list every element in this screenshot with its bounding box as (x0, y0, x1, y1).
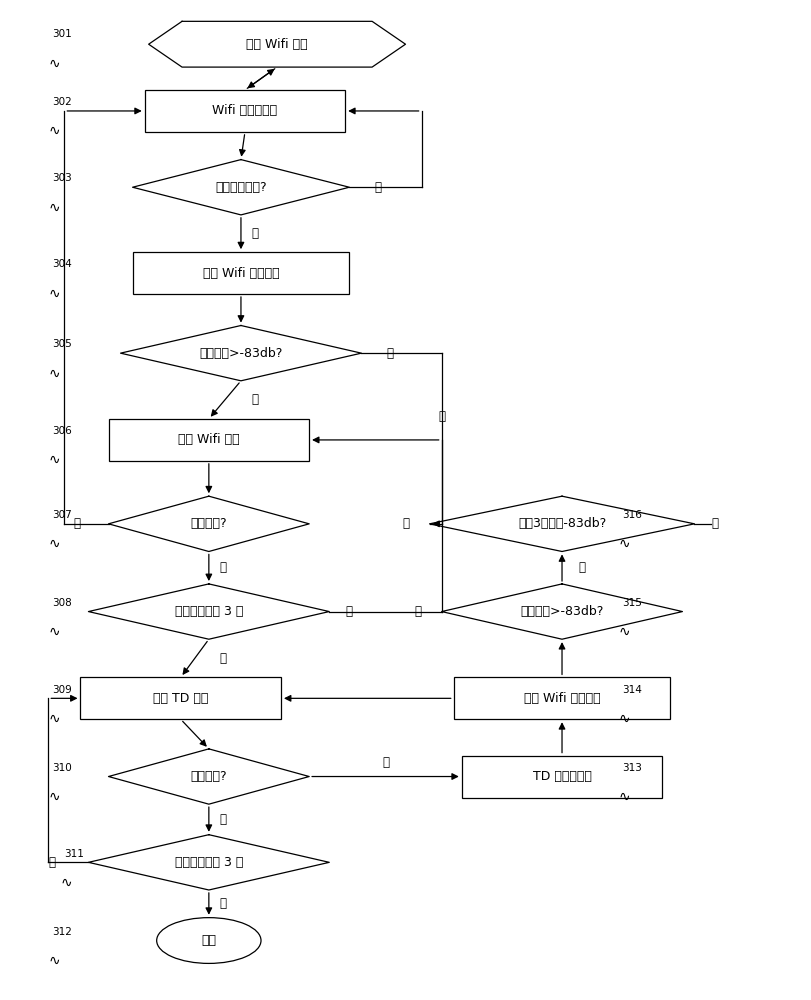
Text: 获取 Wifi 信号强度: 获取 Wifi 信号强度 (524, 692, 600, 705)
Text: 315: 315 (622, 598, 642, 608)
Text: 网络异常断开?: 网络异常断开? (215, 181, 267, 194)
Text: 连续3次大于-83db?: 连续3次大于-83db? (518, 517, 606, 530)
Text: 连接次数小于 3 次: 连接次数小于 3 次 (174, 605, 243, 618)
Text: 是: 是 (402, 517, 409, 530)
Text: ∿: ∿ (49, 57, 60, 71)
Text: 连接次数小于 3 次: 连接次数小于 3 次 (174, 856, 243, 869)
Text: 309: 309 (53, 685, 72, 695)
Text: 301: 301 (53, 29, 72, 39)
Text: 是: 是 (578, 561, 586, 574)
Text: ∿: ∿ (49, 453, 60, 467)
Text: 结束: 结束 (201, 934, 217, 947)
Text: 314: 314 (622, 685, 642, 695)
Text: 是: 是 (73, 517, 80, 530)
Text: 是: 是 (49, 856, 56, 869)
Text: 306: 306 (53, 426, 72, 436)
Text: 304: 304 (53, 259, 72, 269)
Text: ∿: ∿ (60, 876, 72, 890)
Text: ∿: ∿ (49, 286, 60, 300)
Ellipse shape (157, 918, 261, 963)
Text: 303: 303 (53, 173, 72, 183)
Bar (461, 756, 663, 798)
Text: ∿: ∿ (49, 367, 60, 381)
Text: ∿: ∿ (618, 712, 630, 726)
Bar (453, 677, 671, 719)
Bar (132, 252, 350, 294)
Text: 是: 是 (252, 393, 259, 406)
Text: 连接 Wifi 网络: 连接 Wifi 网络 (178, 433, 240, 446)
Text: ∿: ∿ (618, 790, 630, 804)
Text: 否: 否 (414, 605, 421, 618)
Bar (80, 677, 281, 719)
Text: 308: 308 (53, 598, 72, 608)
Bar (109, 419, 309, 461)
Bar (144, 90, 345, 132)
Text: 获取 Wifi 信号强度: 获取 Wifi 信号强度 (203, 267, 279, 280)
Text: 312: 312 (53, 927, 72, 937)
Text: ∿: ∿ (49, 124, 60, 138)
Text: ∿: ∿ (49, 790, 60, 804)
Text: 信号强度>-83db?: 信号强度>-83db? (521, 605, 603, 618)
Text: 连接 TD 网络: 连接 TD 网络 (153, 692, 208, 705)
Text: 否: 否 (711, 517, 718, 530)
Text: 是: 是 (252, 227, 259, 240)
Text: 是: 是 (438, 410, 445, 423)
Text: 313: 313 (622, 763, 642, 773)
Text: 否: 否 (220, 652, 227, 665)
Text: 310: 310 (53, 763, 72, 773)
Text: 316: 316 (622, 510, 642, 520)
Text: TD 网络已连接: TD 网络已连接 (533, 770, 591, 783)
Text: 307: 307 (53, 510, 72, 520)
Text: 311: 311 (64, 849, 84, 859)
Text: 信号强度>-83db?: 信号强度>-83db? (200, 347, 283, 360)
Text: ∿: ∿ (49, 625, 60, 639)
Text: ∿: ∿ (49, 537, 60, 551)
Text: 是: 是 (382, 756, 389, 769)
Text: 否: 否 (374, 181, 381, 194)
Text: ∿: ∿ (49, 954, 60, 968)
Text: 302: 302 (53, 97, 72, 107)
Text: ∿: ∿ (618, 537, 630, 551)
Text: 否: 否 (386, 347, 393, 360)
Text: Wifi 连接已建立: Wifi 连接已建立 (212, 104, 277, 117)
Text: 连接成功?: 连接成功? (191, 517, 227, 530)
Text: 否: 否 (220, 561, 227, 574)
Text: 否: 否 (220, 897, 227, 910)
Text: 启动 Wifi 连接: 启动 Wifi 连接 (247, 38, 308, 51)
Text: 连接成功?: 连接成功? (191, 770, 227, 783)
Text: ∿: ∿ (49, 712, 60, 726)
Text: ∿: ∿ (618, 625, 630, 639)
Text: 305: 305 (53, 339, 72, 349)
Text: 否: 否 (220, 813, 227, 826)
Text: ∿: ∿ (49, 201, 60, 215)
Text: 是: 是 (345, 605, 353, 618)
